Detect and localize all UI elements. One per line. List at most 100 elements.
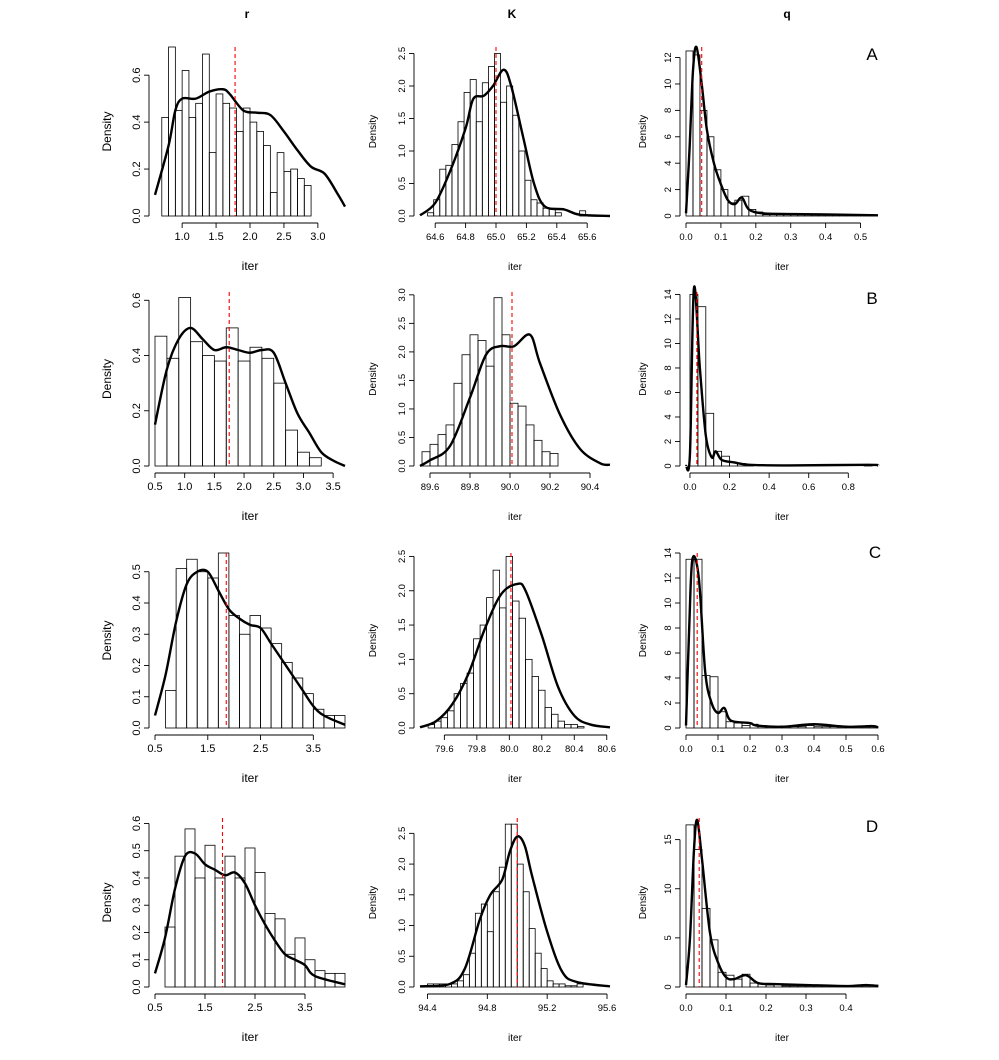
y-tick-label: 0.2: [131, 658, 143, 673]
histogram-bar: [530, 199, 538, 217]
x-tick-label: 90.2: [541, 482, 560, 493]
density-curve: [153, 850, 346, 986]
histogram-bar: [522, 891, 530, 988]
density-curve: [153, 568, 346, 726]
histogram-bar: [570, 724, 578, 729]
x-tick-label: 64.8: [456, 232, 475, 243]
histogram-bar: [264, 913, 276, 988]
histogram-bar: [693, 558, 703, 729]
x-tick-label: 1.5: [208, 231, 223, 243]
histogram-bar: [549, 453, 559, 467]
histogram-bar: [534, 952, 542, 988]
x-axis-label: iter: [508, 262, 523, 273]
histogram-bar: [440, 717, 449, 729]
x-tick-label: 80.4: [565, 744, 584, 755]
y-tick-label: 12: [663, 52, 674, 63]
histogram-bar: [551, 713, 559, 729]
x-tick-label: 2.5: [247, 1002, 262, 1014]
y-tick-label: 0.2: [131, 403, 143, 418]
panel-c-q: 0 2 4 6 8 10 12 14 0.0 0.1 0.2 0.3 0.4 0.5 0.6 Density i…: [638, 548, 885, 785]
y-tick-label: 0.6: [131, 68, 143, 83]
x-tick-label: 3.5: [297, 1002, 312, 1014]
y-tick-label: 1.5: [397, 888, 408, 901]
x-tick-label: 0.5: [839, 744, 852, 755]
panel-a-r: 0.0 0.2 0.4 0.6 1.0 1.5 2.0 2.5 3.0 Density iter: [100, 46, 347, 273]
histogram-bar: [181, 70, 190, 217]
y-tick-label: 8: [663, 108, 674, 113]
x-tick-label: 65.4: [548, 232, 567, 243]
histogram-bar: [222, 102, 231, 217]
x-tick-label: 0.8: [842, 482, 855, 493]
y-axis-label: Density: [368, 886, 379, 919]
histogram-bar: [570, 985, 578, 988]
y-tick-label: 0.5: [131, 843, 143, 858]
x-tick-label: 0.3: [784, 232, 797, 243]
y-tick-label: 10: [663, 598, 674, 609]
x-tick-label: 65.2: [517, 232, 536, 243]
y-tick-label: 4: [663, 161, 674, 166]
histogram-bar: [733, 978, 743, 988]
x-tick-label: 89.8: [461, 482, 480, 493]
y-tick-label: 5: [663, 935, 674, 940]
x-tick-label: 0.6: [871, 744, 884, 755]
y-tick-label: 4: [663, 414, 674, 419]
x-tick-label: 0.3: [799, 1003, 812, 1014]
histogram-bar: [492, 569, 500, 729]
x-tick-label: 65.0: [487, 232, 506, 243]
histogram-bar: [249, 346, 263, 467]
histogram-bar: [194, 877, 206, 988]
histogram-bar: [462, 974, 470, 988]
histogram-bar: [498, 866, 506, 988]
y-axis-label: Density: [368, 362, 379, 395]
x-tick-label: 3.5: [325, 481, 340, 493]
histogram-bar: [554, 212, 562, 217]
y-tick-label: 0: [663, 725, 674, 730]
y-tick-label: 2.0: [397, 857, 408, 870]
histogram-bar: [234, 877, 246, 988]
histogram-bar: [517, 405, 527, 467]
histogram-bar: [202, 53, 210, 217]
panel-d-q: 0 5 10 15 0.0 0.1 0.2 0.3 0.4 Density iter: [638, 818, 879, 1044]
histogram-bar: [217, 552, 230, 729]
density-curve: [419, 68, 611, 218]
histogram-bar: [813, 726, 823, 729]
y-tick-label: 10: [663, 883, 674, 894]
y-tick-label: 1.0: [397, 402, 408, 415]
density-curve: [153, 87, 347, 208]
y-tick-label: 0.0: [397, 209, 408, 222]
histogram-bar: [297, 451, 310, 467]
panel-b-r: 0.0 0.2 0.4 0.6 0.5 1.0 1.5 2.0 2.5 3.0 3.5 Density…: [100, 292, 346, 523]
histogram-bar: [717, 711, 727, 729]
histogram-bar: [509, 402, 519, 467]
histogram-bar: [499, 607, 507, 729]
histogram-bar: [518, 617, 526, 729]
x-axis-label: iter: [242, 771, 259, 785]
histogram-bar: [821, 726, 831, 729]
histogram-bar: [239, 633, 251, 729]
x-tick-label: 0.0: [679, 1003, 692, 1014]
y-tick-label: 10: [663, 338, 674, 349]
x-tick-label: 90.0: [501, 482, 520, 493]
histogram-bar: [186, 558, 198, 729]
y-tick-label: 2.5: [397, 317, 408, 330]
y-tick-label: 1.5: [397, 618, 408, 631]
y-tick-label: 0.1: [131, 952, 143, 967]
histogram-bar: [228, 615, 240, 729]
histogram-bar: [175, 568, 188, 729]
y-tick-label: 0.0: [131, 458, 143, 473]
y-tick-label: 14: [663, 289, 674, 300]
histogram-bar: [693, 849, 703, 988]
y-axis-label: Density: [638, 624, 649, 657]
histogram-bar: [506, 85, 514, 217]
histogram-bar: [531, 676, 539, 729]
y-tick-label: 2: [663, 439, 674, 444]
y-tick-label: 10: [663, 79, 674, 90]
density-curve: [419, 582, 611, 729]
x-tick-label: 0.1: [711, 744, 724, 755]
y-tick-label: 1.0: [397, 144, 408, 157]
y-axis-label: Density: [100, 359, 114, 399]
histogram-bar: [468, 952, 476, 988]
row-label-d: D: [866, 817, 878, 836]
x-tick-label: 3.0: [310, 231, 325, 243]
x-tick-label: 2.5: [276, 231, 291, 243]
